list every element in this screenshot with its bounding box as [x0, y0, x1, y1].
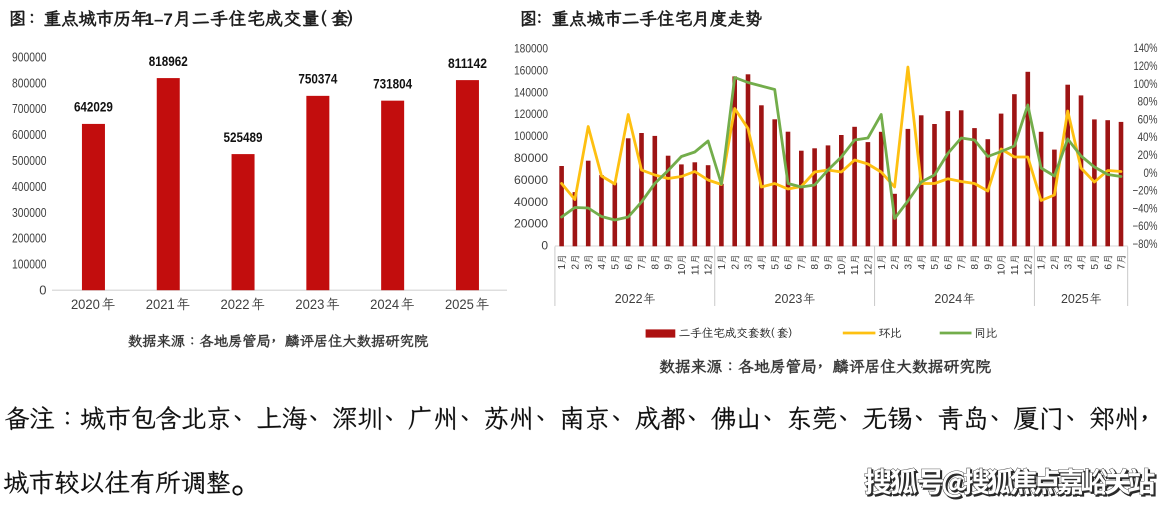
svg-text:0: 0 [541, 239, 548, 253]
svg-text:5: 5 [930, 264, 941, 270]
svg-text:2025: 2025 [1061, 292, 1089, 306]
svg-text:2023: 2023 [775, 292, 803, 306]
svg-text:120%: 120% [1134, 59, 1158, 73]
svg-text:2025: 2025 [445, 296, 474, 312]
svg-text:2020: 2020 [71, 296, 100, 312]
svg-text:120000: 120000 [514, 107, 548, 121]
svg-text:11: 11 [690, 264, 701, 275]
svg-text:12: 12 [864, 263, 875, 275]
svg-text:200000: 200000 [12, 231, 47, 246]
svg-text:300000: 300000 [12, 205, 47, 220]
svg-text:60000: 60000 [514, 173, 548, 187]
svg-text:160000: 160000 [514, 63, 548, 77]
svg-text:10: 10 [677, 263, 688, 275]
svg-text:0%: 0% [1144, 166, 1158, 180]
svg-text:4: 4 [757, 264, 768, 270]
svg-text:2024: 2024 [934, 292, 962, 306]
svg-text:2024: 2024 [370, 296, 399, 312]
svg-text:4: 4 [597, 264, 608, 270]
svg-text:5: 5 [1090, 264, 1101, 270]
svg-text:5: 5 [770, 264, 781, 270]
svg-text:100%: 100% [1134, 77, 1158, 91]
svg-text:600000: 600000 [12, 127, 47, 142]
svg-text:1–7: 1–7 [145, 10, 173, 29]
svg-text:525489: 525489 [224, 130, 263, 145]
svg-text:1: 1 [877, 264, 888, 270]
svg-text:2: 2 [1050, 264, 1061, 270]
svg-text:3: 3 [1063, 264, 1074, 270]
svg-text:2: 2 [890, 264, 901, 270]
svg-text:818962: 818962 [149, 54, 188, 69]
svg-text:642029: 642029 [74, 100, 113, 115]
svg-text:6: 6 [943, 264, 954, 270]
svg-text:40%: 40% [1138, 130, 1158, 144]
svg-text:1: 1 [1037, 264, 1048, 270]
svg-text:140%: 140% [1134, 41, 1158, 55]
svg-text:811142: 811142 [448, 56, 487, 71]
svg-text:9: 9 [983, 264, 994, 270]
svg-text:2021: 2021 [146, 296, 175, 312]
svg-text:100000: 100000 [514, 129, 548, 143]
svg-text:750374: 750374 [298, 72, 337, 87]
svg-text:6: 6 [1103, 264, 1114, 270]
svg-text:400000: 400000 [12, 179, 47, 194]
svg-text:7: 7 [797, 264, 808, 270]
svg-text:8: 8 [970, 264, 981, 270]
svg-text:11: 11 [1010, 264, 1021, 275]
svg-text:2023: 2023 [295, 296, 324, 312]
svg-text:6: 6 [784, 264, 795, 270]
svg-text:9: 9 [824, 264, 835, 270]
svg-text:4: 4 [1077, 264, 1088, 270]
svg-text:80000: 80000 [514, 151, 548, 165]
svg-text:2: 2 [730, 264, 741, 270]
svg-text:6: 6 [624, 264, 635, 270]
svg-text:3: 3 [584, 264, 595, 270]
svg-text:0: 0 [39, 283, 46, 298]
svg-text:9: 9 [664, 264, 675, 270]
svg-text:8: 8 [650, 264, 661, 270]
svg-text:7: 7 [637, 264, 648, 270]
svg-text:12: 12 [1023, 263, 1034, 275]
svg-text:800000: 800000 [12, 75, 47, 90]
svg-text:100000: 100000 [12, 257, 47, 272]
svg-text:8: 8 [810, 264, 821, 270]
svg-text:700000: 700000 [12, 101, 47, 116]
svg-text:20%: 20% [1138, 148, 1158, 162]
svg-text:3: 3 [903, 264, 914, 270]
svg-text:12: 12 [704, 263, 715, 275]
svg-text:140000: 140000 [514, 85, 548, 99]
svg-text:−80%: −80% [1133, 237, 1158, 251]
svg-text:80%: 80% [1138, 95, 1158, 109]
svg-text:500000: 500000 [12, 153, 47, 168]
svg-text:−20%: −20% [1133, 184, 1158, 198]
svg-text:900000: 900000 [12, 49, 47, 64]
svg-text:2: 2 [570, 264, 581, 270]
svg-text:7: 7 [1117, 264, 1128, 270]
svg-text:10: 10 [997, 263, 1008, 275]
svg-text:2022: 2022 [221, 296, 250, 312]
svg-text:5: 5 [610, 264, 621, 270]
svg-text:20000: 20000 [514, 217, 548, 231]
svg-text:731804: 731804 [373, 76, 412, 91]
svg-text:3: 3 [744, 264, 755, 270]
svg-text:10: 10 [837, 263, 848, 275]
svg-text:4: 4 [917, 264, 928, 270]
svg-text:−60%: −60% [1133, 219, 1158, 233]
svg-text:7: 7 [957, 264, 968, 270]
svg-text:1: 1 [557, 264, 568, 270]
svg-text:40000: 40000 [514, 195, 548, 209]
svg-text:1: 1 [717, 264, 728, 270]
svg-text:−40%: −40% [1133, 201, 1158, 215]
svg-text:60%: 60% [1138, 112, 1158, 126]
svg-text:180000: 180000 [514, 42, 548, 56]
svg-text:11: 11 [850, 264, 861, 275]
svg-text:2022: 2022 [615, 292, 643, 306]
